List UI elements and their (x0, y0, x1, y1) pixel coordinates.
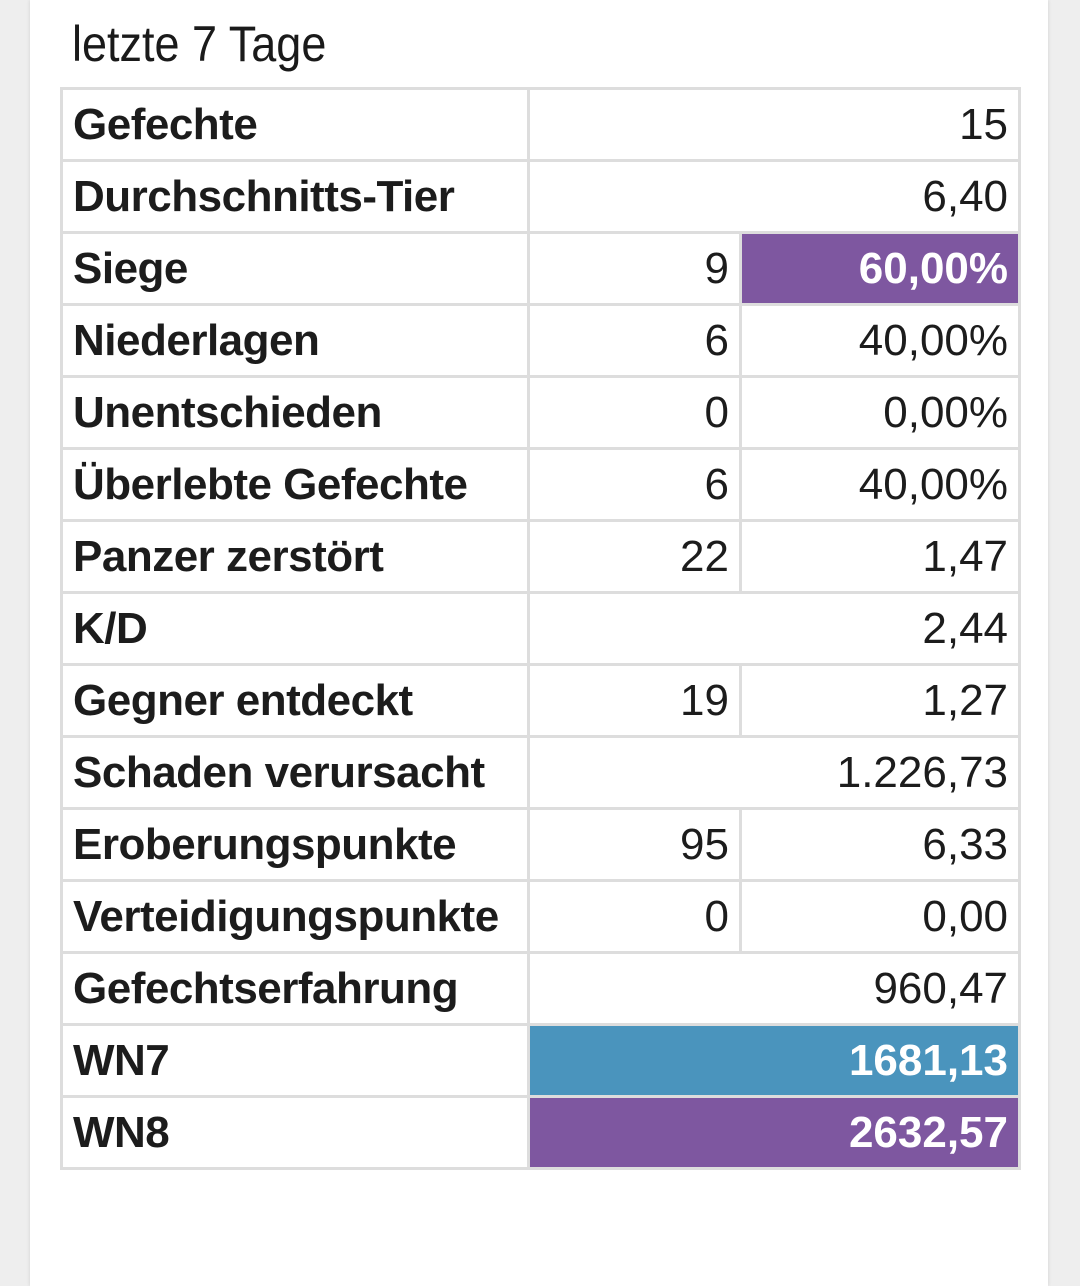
row-label: Überlebte Gefechte (60, 447, 530, 522)
row-niederlagen: Niederlagen 6 40,00% (60, 303, 1022, 378)
row-panzer-zerstoert: Panzer zerstört 22 1,47 (60, 519, 1022, 594)
row-label: Panzer zerstört (60, 519, 530, 594)
row-label: Verteidigungspunkte (60, 879, 530, 954)
row-label: Unentschieden (60, 375, 530, 450)
row-value: 40,00% (738, 447, 1022, 522)
row-value: 6,33 (738, 807, 1022, 882)
row-value: 0,00 (738, 879, 1022, 954)
row-value: 1,47 (738, 519, 1022, 594)
row-label: Gegner entdeckt (60, 663, 530, 738)
row-label: Niederlagen (60, 303, 530, 378)
row-unentschieden: Unentschieden 0 0,00% (60, 375, 1022, 450)
row-eroberungspunkte: Eroberungspunkte 95 6,33 (60, 807, 1022, 882)
wn8-badge: 2632,57 (526, 1095, 1022, 1170)
row-label: Gefechtserfahrung (60, 951, 530, 1026)
row-siege: Siege 9 60,00% (60, 231, 1022, 306)
row-kd: K/D 2,44 (60, 591, 1022, 666)
row-value: 40,00% (738, 303, 1022, 378)
row-count: 19 (527, 663, 742, 738)
row-gegner-entdeckt: Gegner entdeckt 19 1,27 (60, 663, 1022, 738)
row-label: Siege (60, 231, 530, 306)
row-label: Gefechte (60, 87, 530, 162)
row-value: 2,44 (526, 591, 1022, 666)
row-verteidigungspunkte: Verteidigungspunkte 0 0,00 (60, 879, 1022, 954)
stats-table: Gefechte 15 Durchschnitts-Tier 6,40 Sieg… (60, 87, 1022, 1170)
row-wn7: WN7 1681,13 (60, 1023, 1022, 1098)
row-schaden-verursacht: Schaden verursacht 1.226,73 (60, 735, 1022, 810)
row-count: 0 (527, 375, 742, 450)
row-value: 15 (526, 87, 1022, 162)
row-wn8: WN8 2632,57 (60, 1095, 1022, 1170)
row-gefechte: Gefechte 15 (60, 87, 1022, 162)
row-label: Eroberungspunkte (60, 807, 530, 882)
row-value: 0,00% (738, 375, 1022, 450)
row-count: 22 (527, 519, 742, 594)
row-count: 0 (527, 879, 742, 954)
wn7-badge: 1681,13 (526, 1023, 1022, 1098)
row-label: Schaden verursacht (60, 735, 530, 810)
row-count: 95 (527, 807, 742, 882)
row-durchschnitts-tier: Durchschnitts-Tier 6,40 (60, 159, 1022, 234)
row-value: 1,27 (738, 663, 1022, 738)
winrate-badge: 60,00% (738, 231, 1022, 306)
row-gefechtserfahrung: Gefechtserfahrung 960,47 (60, 951, 1022, 1026)
row-label: WN7 (60, 1023, 530, 1098)
row-value: 1.226,73 (526, 735, 1022, 810)
row-ueberlebte-gefechte: Überlebte Gefechte 6 40,00% (60, 447, 1022, 522)
row-count: 9 (527, 231, 742, 306)
row-label: Durchschnitts-Tier (60, 159, 530, 234)
stats-card: letzte 7 Tage Gefechte 15 Durchschnitts-… (30, 0, 1048, 1286)
row-label: WN8 (60, 1095, 530, 1170)
row-label: K/D (60, 591, 530, 666)
row-value: 6,40 (526, 159, 1022, 234)
row-count: 6 (527, 447, 742, 522)
row-value: 960,47 (526, 951, 1022, 1026)
row-count: 6 (527, 303, 742, 378)
section-title: letzte 7 Tage (72, 16, 327, 72)
